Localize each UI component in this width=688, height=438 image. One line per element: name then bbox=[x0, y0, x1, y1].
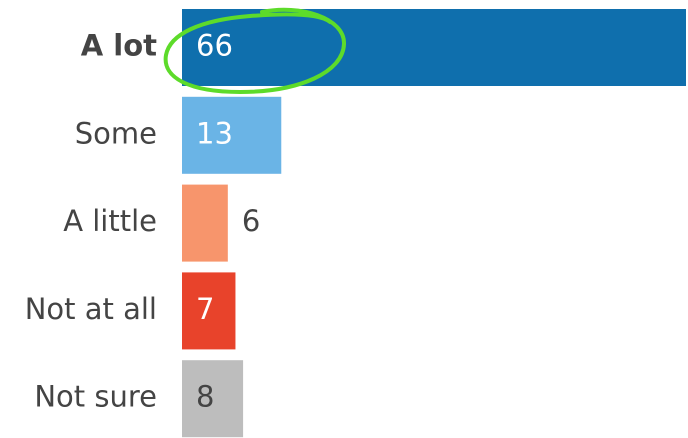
highlight-circle bbox=[163, 7, 347, 95]
value-label: 7 bbox=[196, 292, 214, 326]
bar bbox=[182, 272, 236, 350]
bar bbox=[182, 360, 244, 438]
value-label: 8 bbox=[196, 380, 214, 414]
plot-area: A lot 66 Some 13 A little 6 Not at all 7 Not sur… bbox=[25, 9, 686, 438]
bar bbox=[182, 184, 228, 262]
bar bbox=[182, 96, 282, 174]
category-label: Some bbox=[75, 116, 157, 150]
value-label: 6 bbox=[242, 204, 260, 238]
category-label: A little bbox=[63, 204, 157, 238]
value-label: 66 bbox=[196, 29, 233, 63]
category-label: Not at all bbox=[25, 292, 157, 326]
category-label: Not sure bbox=[34, 380, 157, 414]
bar bbox=[182, 9, 686, 86]
category-label: A lot bbox=[81, 29, 157, 63]
value-label: 13 bbox=[196, 116, 233, 150]
